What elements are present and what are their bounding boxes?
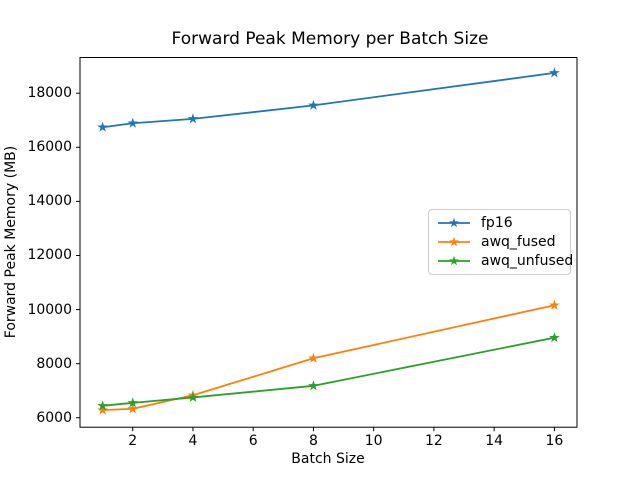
x-axis-label: Batch Size bbox=[291, 451, 365, 467]
series-marker-awq_fused bbox=[308, 352, 319, 363]
legend-line-swatch bbox=[438, 256, 470, 266]
series-line-awq_fused bbox=[102, 304, 555, 412]
series-marker-awq_unfused bbox=[127, 397, 139, 408]
x-tick-label: 2 bbox=[128, 433, 138, 450]
series-marker-awq_fused bbox=[127, 403, 139, 414]
x-tick-label: 4 bbox=[188, 433, 198, 450]
series-line-fp16 bbox=[102, 72, 555, 129]
x-tick-label: 12 bbox=[425, 433, 443, 450]
legend-line-swatch bbox=[438, 217, 470, 227]
series-marker-fp16 bbox=[549, 67, 560, 78]
legend: fp16 awq_fused awq_unfused bbox=[428, 209, 573, 275]
legend-row: awq_fused bbox=[437, 232, 562, 251]
y-tick-label: 6000 bbox=[36, 409, 72, 426]
legend-row: awq_unfused bbox=[437, 252, 573, 271]
legend-star-marker-icon bbox=[449, 217, 459, 227]
series-marker-awq_fused bbox=[97, 404, 108, 415]
series-marker-awq_unfused bbox=[308, 380, 319, 391]
x-tick-label: 6 bbox=[248, 433, 258, 450]
legend-star-marker-icon bbox=[449, 236, 459, 247]
series-marker-fp16 bbox=[127, 117, 139, 128]
series-marker-fp16 bbox=[97, 121, 108, 132]
axes-spines bbox=[79, 57, 578, 428]
legend-row: fp16 bbox=[437, 213, 562, 232]
series-marker-awq_fused bbox=[549, 299, 560, 310]
x-tick-label: 8 bbox=[308, 433, 318, 450]
y-tick-label: 10000 bbox=[27, 301, 72, 318]
series-marker-awq_unfused bbox=[187, 391, 199, 402]
x-tick-label: 14 bbox=[485, 433, 504, 450]
y-tick-label: 8000 bbox=[36, 355, 72, 372]
x-tick-label: 16 bbox=[545, 433, 564, 450]
chart-title: Forward Peak Memory per Batch Size bbox=[171, 29, 489, 49]
y-tick-label: 16000 bbox=[27, 139, 72, 156]
series-marker-awq_unfused bbox=[549, 332, 560, 343]
y-tick-label: 14000 bbox=[27, 193, 72, 210]
legend-label-fp16: fp16 bbox=[481, 214, 513, 231]
legend-label-awq_unfused: awq_unfused bbox=[481, 253, 574, 270]
x-tick-label: 10 bbox=[364, 433, 383, 450]
legend-label-awq_fused: awq_fused bbox=[481, 233, 556, 250]
series-marker-fp16 bbox=[308, 99, 319, 110]
series-line-awq_unfused bbox=[102, 336, 555, 407]
legend-line-swatch bbox=[438, 236, 470, 247]
y-tick-label: 18000 bbox=[27, 85, 72, 102]
legend-star-marker-icon bbox=[449, 256, 459, 266]
series-marker-awq_unfused bbox=[97, 400, 108, 411]
y-tick-label: 12000 bbox=[27, 247, 72, 264]
series-marker-fp16 bbox=[187, 113, 199, 124]
